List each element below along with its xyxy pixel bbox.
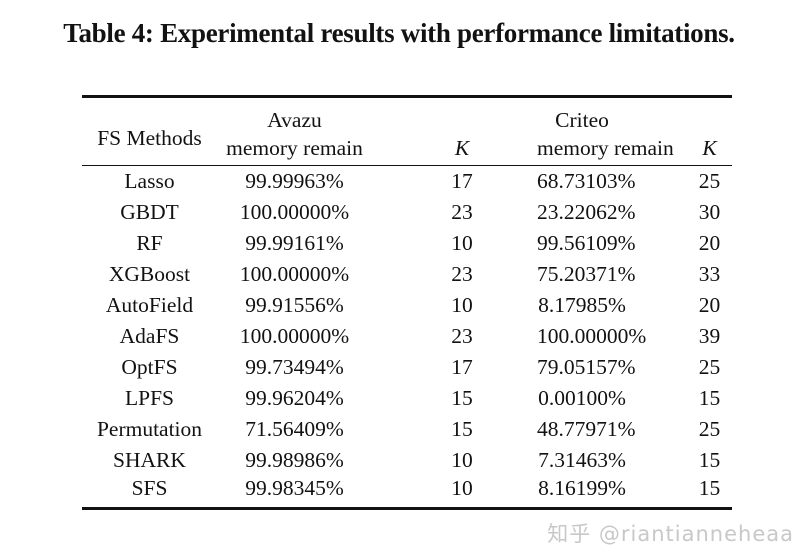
cell-avazu_memory: 99.99963% (245, 168, 344, 193)
cell-avazu_k: 15 (451, 385, 473, 410)
cell-method: SHARK (113, 447, 186, 472)
cell-criteo_k: 25 (698, 416, 721, 441)
cell-criteo_memory: 99.56109% (537, 230, 636, 255)
cell-method: AutoField (105, 292, 194, 317)
cell-avazu_memory: 100.00000% (239, 261, 350, 286)
cell-criteo_memory: 8.17985% (538, 292, 626, 317)
cell-criteo_k: 30 (698, 199, 721, 224)
header-criteo-memory-remain: memory remain (537, 136, 674, 161)
cell-criteo_memory: 7.31463% (538, 447, 626, 472)
cell-method: AdaFS (119, 323, 180, 348)
cell-criteo_k: 15 (698, 447, 721, 472)
table-row: AutoField 99.91556% 10 8.17985% 20 (82, 290, 732, 321)
table-row: Permutation 71.56409% 15 48.77971% 25 (82, 414, 732, 445)
table-row: OptFS 99.73494% 17 79.05157% 25 (82, 352, 732, 383)
results-table-container: FS Methods Avazu Criteo memory remain K … (82, 95, 732, 510)
cell-criteo_memory: 48.77971% (537, 416, 636, 441)
cell-criteo_memory: 23.22062% (537, 199, 636, 224)
header-sub-row: memory remain K memory remain K (82, 133, 732, 166)
header-avazu-memory-remain: memory remain (226, 136, 363, 161)
cell-avazu_k: 15 (451, 416, 473, 441)
cell-method: Permutation (96, 416, 203, 441)
cell-criteo_memory: 75.20371% (537, 261, 636, 286)
header-fs-methods: FS Methods (97, 126, 202, 150)
cell-criteo_k: 25 (698, 354, 721, 379)
cell-avazu_k: 10 (451, 475, 473, 500)
header-spacer-avazu-k (372, 97, 537, 133)
cell-method: SFS (131, 475, 168, 500)
table-row: RF 99.99161% 10 99.56109% 20 (82, 228, 732, 259)
cell-criteo_k: 20 (698, 292, 721, 317)
table-row: SFS 99.98345% 10 8.16199% 15 (82, 476, 732, 509)
cell-avazu_k: 10 (451, 292, 473, 317)
cell-method: GBDT (120, 199, 179, 224)
cell-avazu_memory: 99.91556% (245, 292, 344, 317)
cell-criteo_memory: 0.00100% (538, 385, 626, 410)
table-row: GBDT 100.00000% 23 23.22062% 30 (82, 197, 732, 228)
cell-method: LPFS (124, 385, 174, 410)
cell-avazu_k: 17 (451, 168, 473, 193)
table-row: LPFS 99.96204% 15 0.00100% 15 (82, 383, 732, 414)
cell-avazu_memory: 100.00000% (239, 199, 350, 224)
table-header: FS Methods Avazu Criteo memory remain K … (82, 97, 732, 166)
cell-criteo_k: 25 (698, 168, 721, 193)
cell-avazu_memory: 99.96204% (245, 385, 344, 410)
cell-method: Lasso (124, 168, 175, 193)
cell-method: XGBoost (108, 261, 191, 286)
cell-avazu_memory: 99.99161% (245, 230, 344, 255)
table-caption: Table 4: Experimental results with perfo… (63, 18, 735, 48)
header-avazu-k: K (454, 136, 470, 161)
table-body: Lasso 99.99963% 17 68.73103% 25 GBDT 100.00000… (82, 166, 732, 509)
cell-method: OptFS (121, 354, 178, 379)
table-row: XGBoost 100.00000% 23 75.20371% 33 (82, 259, 732, 290)
cell-avazu_memory: 99.98986% (245, 447, 344, 472)
table-row: SHARK 99.98986% 10 7.31463% 15 (82, 445, 732, 476)
results-table: FS Methods Avazu Criteo memory remain K … (82, 95, 732, 510)
cell-avazu_k: 23 (451, 261, 473, 286)
zhihu-watermark: 知乎 @riantianneheaa (547, 522, 794, 546)
table-row: AdaFS 100.00000% 23 100.00000% 39 (82, 321, 732, 352)
header-criteo-group: Criteo (555, 107, 609, 132)
cell-criteo_memory: 79.05157% (537, 354, 636, 379)
cell-avazu_k: 10 (451, 230, 473, 255)
cell-avazu_memory: 99.73494% (245, 354, 344, 379)
cell-avazu_memory: 100.00000% (239, 323, 350, 348)
header-avazu-group: Avazu (267, 107, 322, 132)
table-row: Lasso 99.99963% 17 68.73103% 25 (82, 166, 732, 197)
cell-avazu_k: 17 (451, 354, 473, 379)
cell-avazu_memory: 99.98345% (245, 475, 344, 500)
cell-method: RF (136, 230, 163, 255)
cell-criteo_memory: 100.00000% (537, 323, 647, 348)
cell-avazu_k: 23 (451, 323, 473, 348)
header-spacer-criteo-k (667, 97, 732, 133)
cell-avazu_k: 23 (451, 199, 473, 224)
cell-criteo_k: 15 (698, 475, 721, 500)
cell-criteo_k: 39 (698, 323, 721, 348)
header-group-row: FS Methods Avazu Criteo (82, 97, 732, 151)
header-criteo-k: K (702, 136, 717, 161)
cell-criteo_k: 20 (698, 230, 721, 255)
cell-criteo_memory: 8.16199% (538, 475, 626, 500)
cell-criteo_k: 33 (698, 261, 721, 286)
cell-avazu_k: 10 (451, 447, 473, 472)
cell-criteo_k: 15 (698, 385, 721, 410)
cell-criteo_memory: 68.73103% (537, 168, 636, 193)
cell-avazu_memory: 71.56409% (245, 416, 344, 441)
